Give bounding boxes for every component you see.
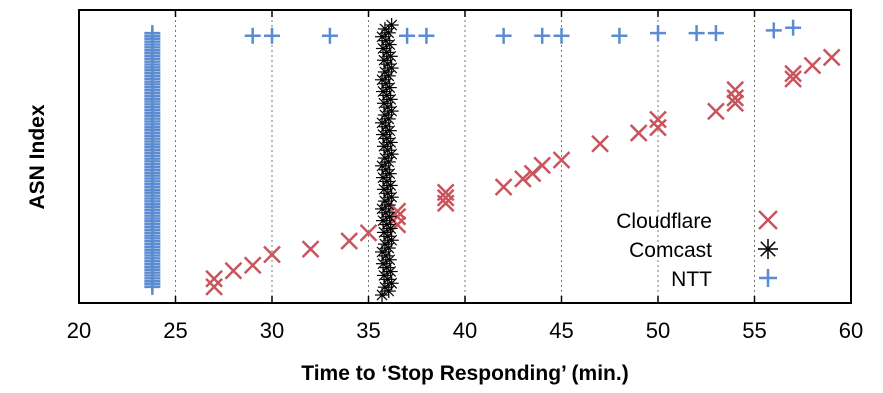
comcast-point bbox=[377, 21, 392, 36]
y-axis-title: ASN Index bbox=[26, 104, 49, 209]
x-tick-label: 45 bbox=[549, 318, 573, 343]
cloudflare-point bbox=[822, 48, 841, 67]
x-tick-label: 60 bbox=[839, 318, 863, 343]
cloudflare-point bbox=[726, 80, 745, 99]
cloudflare-point bbox=[707, 102, 725, 121]
ntt-point bbox=[264, 27, 280, 44]
cloudflare-point bbox=[205, 269, 223, 288]
cloudflare-point bbox=[494, 178, 513, 196]
ntt-point bbox=[144, 25, 161, 42]
cloudflare-point bbox=[224, 261, 243, 280]
legend-label-cloudflare: Cloudflare bbox=[616, 210, 712, 233]
ntt-point bbox=[399, 27, 416, 44]
legend-label-ntt: NTT bbox=[671, 268, 712, 291]
cloudflare-point bbox=[784, 64, 802, 83]
cloudflare-point bbox=[436, 188, 455, 207]
cloudflare-point bbox=[340, 232, 359, 250]
cloudflare-point bbox=[359, 224, 378, 242]
cloudflare-point bbox=[803, 56, 822, 75]
legend-marker-cloudflare bbox=[758, 210, 778, 230]
x-tick-label: 25 bbox=[163, 318, 187, 343]
legend-marker-ntt bbox=[759, 269, 777, 287]
x-tick-label: 30 bbox=[260, 318, 284, 343]
ntt-point bbox=[418, 27, 435, 44]
cloudflare-point bbox=[649, 110, 667, 129]
cloudflare-point bbox=[388, 207, 407, 226]
ntt-point bbox=[785, 19, 802, 36]
x-axis-title: Time to ‘Stop Responding’ (min.) bbox=[301, 362, 628, 385]
cloudflare-point bbox=[552, 151, 571, 169]
legend-marker-comcast bbox=[758, 239, 778, 259]
cloudflare-point bbox=[649, 118, 667, 137]
ntt-point bbox=[495, 27, 512, 44]
legend: Cloudflare Comcast NTT bbox=[616, 210, 778, 291]
cloudflare-point bbox=[263, 245, 281, 264]
x-tick-label: 20 bbox=[67, 318, 91, 343]
cloudflare-point bbox=[629, 124, 648, 142]
comcast-point bbox=[384, 18, 399, 32]
x-axis: 20 25 30 35 40 45 50 55 60 bbox=[67, 10, 863, 343]
x-tick-label: 40 bbox=[453, 318, 477, 343]
legend-label-comcast: Comcast bbox=[629, 239, 712, 262]
cloudflare-point bbox=[514, 170, 532, 188]
ntt-point bbox=[534, 27, 551, 44]
cloudflare-point bbox=[243, 256, 262, 275]
ntt-point bbox=[321, 27, 338, 44]
x-tick-label: 55 bbox=[742, 318, 766, 343]
ntt-point bbox=[707, 25, 724, 42]
ntt-point bbox=[244, 27, 261, 44]
cloudflare-point bbox=[533, 156, 552, 175]
x-tick-label: 50 bbox=[646, 318, 670, 343]
ntt-point bbox=[765, 22, 782, 39]
cloudflare-point bbox=[591, 134, 609, 153]
cloudflare-point bbox=[436, 183, 455, 202]
cloudflare-point bbox=[726, 89, 745, 107]
cloudflare-point bbox=[301, 240, 320, 258]
cloudflare-point bbox=[205, 278, 223, 296]
cloudflare-point bbox=[726, 94, 745, 113]
grid-lines bbox=[175, 10, 755, 303]
ntt-point bbox=[553, 27, 570, 44]
ntt-point bbox=[650, 25, 666, 42]
x-tick-label: 35 bbox=[356, 318, 380, 343]
ntt-point bbox=[611, 27, 628, 44]
plot-area bbox=[144, 18, 841, 302]
ntt-point bbox=[688, 25, 705, 42]
cloudflare-point bbox=[784, 70, 802, 88]
